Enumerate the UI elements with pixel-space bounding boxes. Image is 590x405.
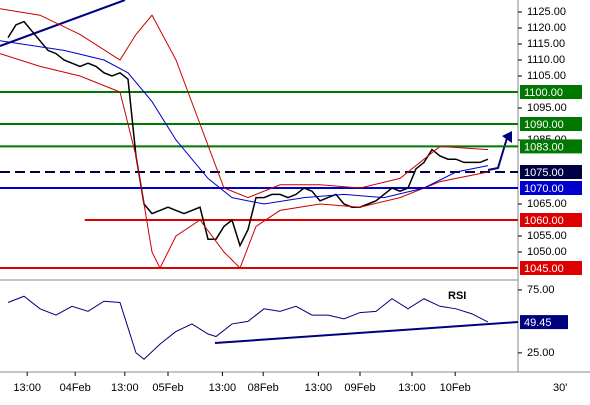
x-tick-label: 05Feb xyxy=(152,382,183,394)
x-tick-label: 13:00 xyxy=(111,382,139,394)
rsi-tag xyxy=(520,315,568,330)
rsi-label: RSI xyxy=(448,290,466,302)
x-tick-label: 13:00 xyxy=(13,382,41,394)
trend-line xyxy=(0,0,126,47)
arrow xyxy=(487,137,508,171)
level-label: 1090.00 xyxy=(524,119,564,131)
x-tick-label: 13:00 xyxy=(209,382,237,394)
level-tag xyxy=(520,181,582,195)
rsi-value-label: 49.45 xyxy=(524,317,552,329)
series-line xyxy=(0,40,489,205)
level-label: 1083.00 xyxy=(524,141,564,153)
timeframe: 30' xyxy=(553,382,567,394)
rsi-tick-label: 25.00 xyxy=(527,347,555,359)
level-label: 1100.00 xyxy=(524,87,563,99)
y-tick-label: 1095.00 xyxy=(527,102,567,114)
series-line xyxy=(0,8,489,199)
y-tick-label: 1050.00 xyxy=(527,246,567,258)
x-tick-label: 13:00 xyxy=(305,382,333,394)
y-tick-label: 1110.00 xyxy=(527,54,565,66)
series-line xyxy=(7,295,489,360)
level-tag xyxy=(520,213,582,227)
series-line xyxy=(0,53,489,270)
x-tick-label: 04Feb xyxy=(60,382,91,394)
y-tick-label: 1055.00 xyxy=(527,230,567,242)
arrow-head xyxy=(502,131,512,143)
x-tick-label: 09Feb xyxy=(344,382,375,394)
y-tick-label: 1105.00 xyxy=(527,70,566,82)
x-tick-label: 10Feb xyxy=(440,382,471,394)
y-tick-label: 1115.00 xyxy=(527,38,565,50)
level-tag xyxy=(520,85,582,99)
x-tick-label: 13:00 xyxy=(398,382,426,394)
level-tag xyxy=(520,261,582,275)
rsi-tick-label: 75.00 xyxy=(527,284,555,296)
series-line xyxy=(7,20,489,248)
level-label: 1075.00 xyxy=(524,167,564,179)
y-tick-label: 1125.00 xyxy=(527,6,566,18)
level-label: 1070.00 xyxy=(524,183,564,195)
level-tag xyxy=(520,139,582,154)
level-label: 1045.00 xyxy=(524,263,564,275)
y-tick-label: 1065.00 xyxy=(527,198,567,210)
y-tick-label: 1120.00 xyxy=(527,22,566,34)
x-tick-label: 08Feb xyxy=(248,382,279,394)
level-label: 1060.00 xyxy=(524,215,564,227)
level-tag xyxy=(520,117,582,131)
trend-line xyxy=(214,321,519,344)
level-tag xyxy=(520,165,582,179)
